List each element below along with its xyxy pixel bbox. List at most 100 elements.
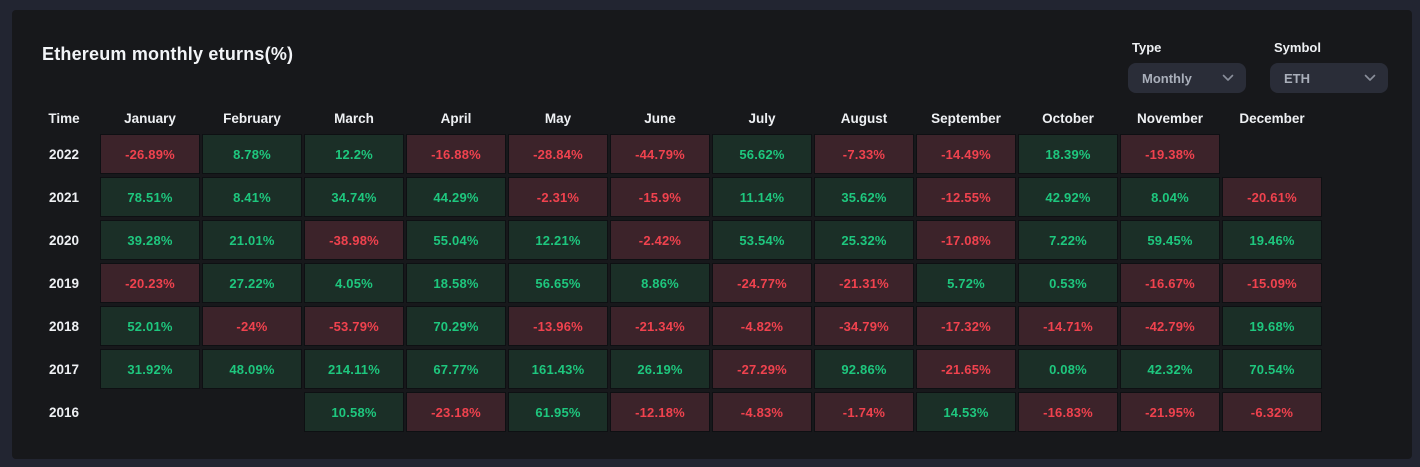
return-cell: 12.2% (304, 134, 404, 174)
symbol-label: Symbol (1274, 40, 1321, 55)
return-cell: 7.22% (1018, 220, 1118, 260)
return-cell: -15.09% (1222, 263, 1322, 303)
return-cell: -12.18% (610, 392, 710, 432)
return-cell: 19.68% (1222, 306, 1322, 346)
return-cell: -4.82% (712, 306, 812, 346)
return-cell: -20.61% (1222, 177, 1322, 217)
return-cell (202, 392, 302, 432)
month-header: August (840, 110, 888, 126)
return-cell: 56.62% (712, 134, 812, 174)
return-cell: 31.92% (100, 349, 200, 389)
returns-heatmap-table: Time January February March April May June July… (30, 105, 1392, 432)
return-cell: -6.32% (1222, 392, 1322, 432)
month-header: April (440, 110, 472, 126)
return-cell: 11.14% (712, 177, 812, 217)
month-header: May (544, 110, 572, 126)
return-cell: -24% (202, 306, 302, 346)
chevron-down-icon (1222, 74, 1234, 81)
return-cell: -27.29% (712, 349, 812, 389)
return-cell: 0.08% (1018, 349, 1118, 389)
return-cell: 39.28% (100, 220, 200, 260)
month-header: October (1042, 110, 1094, 126)
return-cell: 214.11% (304, 349, 404, 389)
return-cell: -38.98% (304, 220, 404, 260)
return-cell: -14.71% (1018, 306, 1118, 346)
return-cell: -17.32% (916, 306, 1016, 346)
return-cell: 42.92% (1018, 177, 1118, 217)
return-cell: 5.72% (916, 263, 1016, 303)
type-dropdown-value: Monthly (1142, 70, 1192, 86)
symbol-dropdown[interactable]: ETH (1270, 63, 1388, 93)
return-cell: -2.31% (508, 177, 608, 217)
year-label: 2022 (48, 146, 80, 162)
month-header: December (1239, 110, 1305, 126)
return-cell: 52.01% (100, 306, 200, 346)
return-cell: 8.86% (610, 263, 710, 303)
return-cell: -15.9% (610, 177, 710, 217)
return-cell: -44.79% (610, 134, 710, 174)
return-cell: 67.77% (406, 349, 506, 389)
month-header: January (124, 110, 176, 126)
year-label: 2021 (48, 189, 80, 205)
type-dropdown[interactable]: Monthly (1128, 63, 1246, 93)
return-cell: 61.95% (508, 392, 608, 432)
type-label: Type (1132, 40, 1162, 55)
return-cell: 70.29% (406, 306, 506, 346)
return-cell: 18.39% (1018, 134, 1118, 174)
return-cell: -26.89% (100, 134, 200, 174)
return-cell: -53.79% (304, 306, 404, 346)
chevron-down-icon (1364, 74, 1376, 81)
return-cell: -16.67% (1120, 263, 1220, 303)
year-label: 2020 (48, 232, 80, 248)
return-cell: 8.41% (202, 177, 302, 217)
year-label: 2018 (48, 318, 80, 334)
return-cell: 44.29% (406, 177, 506, 217)
return-cell: 34.74% (304, 177, 404, 217)
return-cell: -19.38% (1120, 134, 1220, 174)
return-cell: 55.04% (406, 220, 506, 260)
symbol-dropdown-value: ETH (1284, 70, 1310, 86)
return-cell: -24.77% (712, 263, 812, 303)
return-cell: 25.32% (814, 220, 914, 260)
return-cell: 0.53% (1018, 263, 1118, 303)
return-cell: 78.51% (100, 177, 200, 217)
year-label: 2019 (48, 275, 80, 291)
return-cell: 26.19% (610, 349, 710, 389)
return-cell: -14.49% (916, 134, 1016, 174)
return-cell: -2.42% (610, 220, 710, 260)
return-cell: 56.65% (508, 263, 608, 303)
return-cell: 59.45% (1120, 220, 1220, 260)
return-cell: -16.88% (406, 134, 506, 174)
controls: Type Monthly Symbol ETH (1128, 40, 1392, 93)
return-cell: 27.22% (202, 263, 302, 303)
return-cell: -1.74% (814, 392, 914, 432)
return-cell: 53.54% (712, 220, 812, 260)
return-cell: -28.84% (508, 134, 608, 174)
return-cell: -7.33% (814, 134, 914, 174)
return-cell: 92.86% (814, 349, 914, 389)
month-header: July (748, 110, 776, 126)
month-header: June (644, 110, 676, 126)
month-header: March (334, 110, 374, 126)
return-cell: -21.31% (814, 263, 914, 303)
return-cell: 12.21% (508, 220, 608, 260)
return-cell: 4.05% (304, 263, 404, 303)
return-cell: 70.54% (1222, 349, 1322, 389)
return-cell: 18.58% (406, 263, 506, 303)
month-header: February (223, 110, 281, 126)
year-label: 2016 (48, 404, 80, 420)
return-cell: -21.95% (1120, 392, 1220, 432)
return-cell: -42.79% (1120, 306, 1220, 346)
return-cell: 21.01% (202, 220, 302, 260)
time-header: Time (48, 110, 80, 126)
return-cell: 8.78% (202, 134, 302, 174)
return-cell: -34.79% (814, 306, 914, 346)
type-control: Type Monthly (1128, 40, 1246, 93)
year-label: 2017 (48, 361, 80, 377)
return-cell: -21.34% (610, 306, 710, 346)
return-cell: -16.83% (1018, 392, 1118, 432)
returns-card: Ethereum monthly eturns(%) Type Monthly … (12, 10, 1412, 459)
return-cell: -12.55% (916, 177, 1016, 217)
month-header: September (931, 110, 1001, 126)
return-cell (1222, 134, 1322, 174)
